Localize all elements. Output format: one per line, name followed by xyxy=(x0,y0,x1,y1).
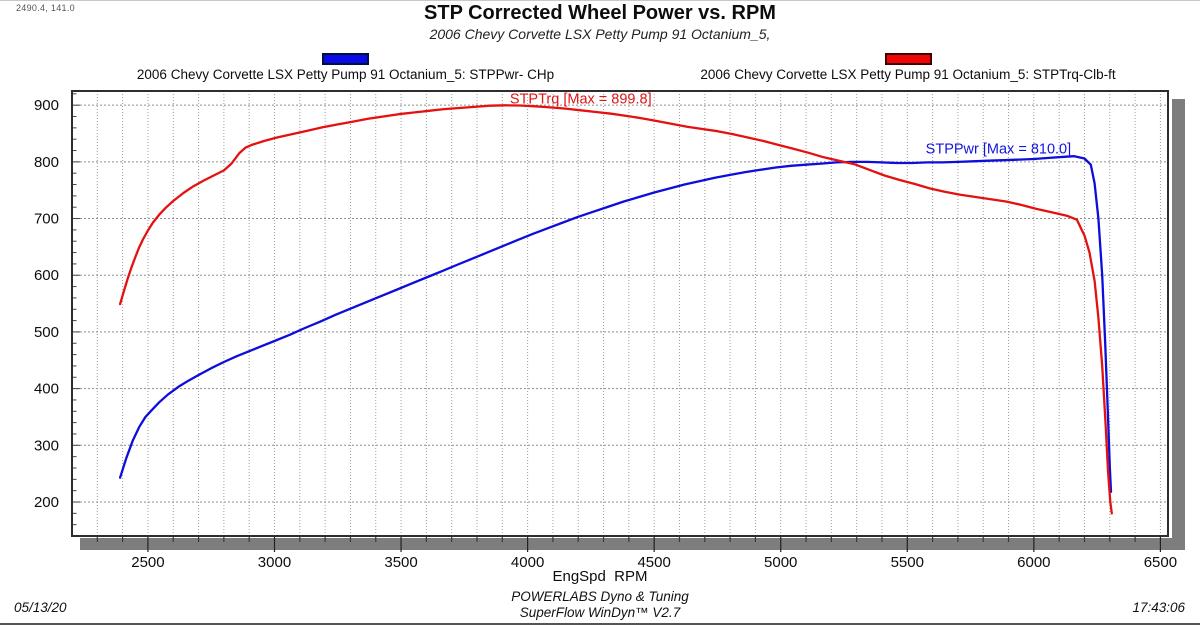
svg-text:3000: 3000 xyxy=(258,554,291,571)
time-stamp: 17:43:06 xyxy=(1132,600,1185,615)
date-stamp: 05/13/20 xyxy=(14,600,67,615)
stptrq-curve xyxy=(118,104,1113,515)
stppwr-max-annotation: STPPwr [Max = 810.0] xyxy=(926,141,1071,157)
legend-item-torque: 2006 Chevy Corvette LSX Petty Pump 91 Oc… xyxy=(628,53,1188,82)
plot-shadow xyxy=(80,99,1185,550)
svg-text:6000: 6000 xyxy=(1017,554,1050,571)
svg-text:200: 200 xyxy=(34,494,59,511)
svg-text:5500: 5500 xyxy=(891,554,924,571)
svg-text:3500: 3500 xyxy=(384,554,417,571)
x-axis-label: EngSpd RPM xyxy=(552,568,648,585)
plot-frame xyxy=(71,90,1169,537)
svg-text:4500: 4500 xyxy=(637,554,670,571)
chart-title: STP Corrected Wheel Power vs. RPM xyxy=(424,2,776,24)
chart-subtitle: 2006 Chevy Corvette LSX Petty Pump 91 Oc… xyxy=(429,26,771,42)
svg-text:800: 800 xyxy=(34,154,59,171)
axis-ticks xyxy=(72,93,1162,552)
svg-text:900: 900 xyxy=(34,97,59,114)
svg-text:600: 600 xyxy=(34,267,59,284)
svg-text:500: 500 xyxy=(34,324,59,341)
power-series-label: 2006 Chevy Corvette LSX Petty Pump 91 Oc… xyxy=(136,67,555,82)
legend-item-power: 2006 Chevy Corvette LSX Petty Pump 91 Oc… xyxy=(58,53,633,82)
stptrq-max-annotation: STPTrq [Max = 899.8] xyxy=(510,91,652,107)
footer-software-version: SuperFlow WinDyn™ V2.7 xyxy=(519,605,681,620)
svg-text:5000: 5000 xyxy=(764,554,797,571)
y-tick-labels: 200 300 400 500 600 700 800 900 xyxy=(34,97,59,511)
stppwr-curve xyxy=(118,155,1113,493)
power-series-swatch xyxy=(322,53,369,65)
cursor-readout: 2490.4, 141.0 xyxy=(16,3,75,13)
footer-shop-name: POWERLABS Dyno & Tuning xyxy=(511,589,689,604)
svg-text:700: 700 xyxy=(34,211,59,228)
torque-series-swatch xyxy=(884,53,932,65)
x-tick-labels: 2500 3000 3500 4000 4500 5000 5500 6000 6500 xyxy=(131,554,1177,571)
torque-series-label: 2006 Chevy Corvette LSX Petty Pump 91 Oc… xyxy=(700,67,1116,82)
svg-text:4000: 4000 xyxy=(511,554,544,571)
gridlines xyxy=(72,91,1168,536)
svg-text:400: 400 xyxy=(34,381,59,398)
svg-text:300: 300 xyxy=(34,437,59,454)
svg-text:6500: 6500 xyxy=(1144,554,1177,571)
svg-text:2500: 2500 xyxy=(131,554,164,571)
